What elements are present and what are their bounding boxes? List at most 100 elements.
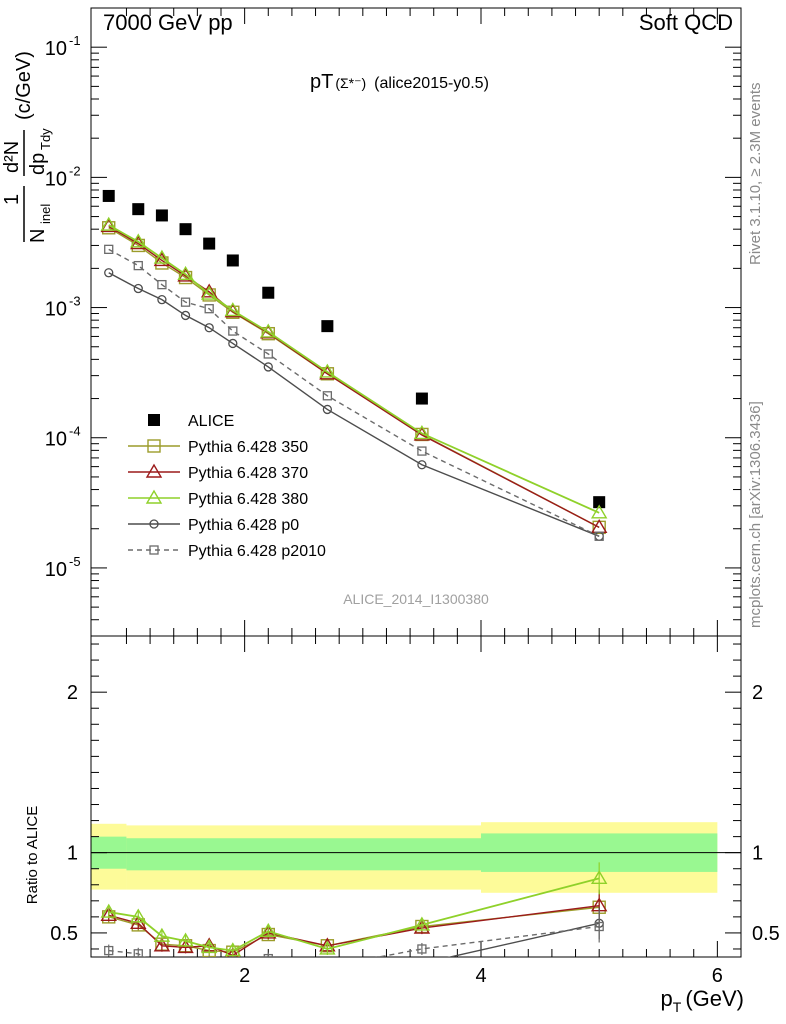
legend-label-alice: ALICE bbox=[188, 413, 234, 430]
data-point-alice bbox=[593, 496, 606, 509]
ratio-point-p0 bbox=[323, 972, 331, 980]
data-point-p2010 bbox=[180, 297, 191, 307]
main-title: pT (Σ*⁻) (alice2015-y0.5) bbox=[310, 71, 489, 93]
data-point-p2010 bbox=[104, 244, 114, 254]
data-point-p2010 bbox=[417, 446, 427, 456]
ratio-point-p2010 bbox=[133, 949, 143, 957]
ratio-point-p2010 bbox=[158, 963, 166, 971]
top-series-group bbox=[100, 189, 608, 541]
header-left: 7000 GeV pp bbox=[103, 10, 233, 35]
ratio-point-p0 bbox=[105, 967, 113, 975]
y-tick-exponent: -2 bbox=[69, 163, 81, 178]
ratio-point-p0 bbox=[134, 969, 142, 977]
data-point-p380 bbox=[260, 323, 277, 338]
bottom-frame bbox=[90, 635, 742, 958]
data-point-p0 bbox=[263, 362, 273, 372]
data-point-alice bbox=[415, 392, 428, 405]
data-point-alice bbox=[179, 223, 192, 236]
data-point-alice bbox=[262, 286, 275, 299]
ratio-point-p380 bbox=[413, 916, 431, 931]
ratio-line-p0 bbox=[447, 922, 600, 957]
ratio-point-p380 bbox=[319, 940, 336, 955]
ratio-point-p380 bbox=[100, 903, 117, 918]
top-frame bbox=[90, 7, 742, 637]
ratio-y-tick-label: 0.5 bbox=[50, 923, 78, 945]
ratio-point-p370 bbox=[413, 919, 431, 934]
legend-marker-p350 bbox=[147, 439, 161, 453]
band-inner bbox=[126, 838, 482, 871]
y-tick-exponent: -5 bbox=[69, 554, 81, 569]
data-point-p0 bbox=[133, 283, 143, 294]
data-point-p2010 bbox=[594, 531, 604, 541]
data-point-p380 bbox=[319, 363, 336, 378]
series-line-p2010 bbox=[108, 248, 600, 537]
ratio-panel: 2 4 6 0.5 0.5 1 1 2 2 bbox=[50, 635, 780, 987]
legend-label-p2010: Pythia 6.428 p2010 bbox=[188, 543, 326, 560]
data-point-alice bbox=[102, 189, 115, 202]
data-point-p370 bbox=[319, 365, 336, 380]
y-tick-exponent: -1 bbox=[69, 33, 81, 48]
ratio-point-p0 bbox=[418, 959, 426, 967]
xlabel: pT (GeV) bbox=[661, 986, 745, 1015]
data-point-p0 bbox=[417, 460, 427, 470]
data-point-p2010 bbox=[263, 349, 273, 359]
y-tick-label: 10 bbox=[45, 38, 67, 60]
x-tick-label: 6 bbox=[712, 965, 723, 987]
data-point-p0 bbox=[104, 268, 114, 278]
data-point-p380 bbox=[153, 249, 171, 264]
ratio-point-p0 bbox=[264, 966, 272, 974]
ratio-point-p2010 bbox=[182, 964, 190, 972]
ratio-point-p380 bbox=[260, 922, 277, 938]
ratio-line-p380 bbox=[108, 877, 600, 952]
ratio-y-tick-label: 2 bbox=[67, 682, 78, 704]
band-group bbox=[91, 822, 741, 893]
data-point-p0 bbox=[228, 338, 238, 349]
data-point-alice bbox=[321, 320, 334, 333]
data-point-alice bbox=[226, 254, 239, 267]
ratio-point-p2010 bbox=[229, 963, 237, 971]
legend-label-p370: Pythia 6.428 370 bbox=[188, 465, 308, 482]
ratio-point-p380 bbox=[153, 927, 171, 942]
ratio-point-p0 bbox=[205, 972, 213, 980]
ratio-point-p380 bbox=[200, 938, 218, 954]
ratio-y-tick-label-right: 2 bbox=[752, 682, 763, 704]
ylabel-inel: inel bbox=[38, 204, 53, 224]
data-point-p0 bbox=[180, 310, 191, 321]
ratio-point-p2010 bbox=[263, 953, 273, 957]
ylabel-d2n: d²N bbox=[1, 141, 23, 173]
data-point-p380 bbox=[590, 504, 608, 519]
data-point-p2010 bbox=[322, 391, 333, 401]
data-point-p0 bbox=[157, 295, 167, 305]
ratio-point-p380 bbox=[130, 908, 147, 923]
data-point-p350 bbox=[261, 326, 275, 341]
ratio-point-p0 bbox=[182, 974, 190, 982]
ylabel-n: N bbox=[27, 229, 49, 243]
ratio-point-p2010 bbox=[417, 944, 427, 954]
series-line-p0 bbox=[108, 272, 600, 537]
data-point-p380 bbox=[100, 216, 117, 231]
legend-label-p380: Pythia 6.428 380 bbox=[188, 491, 308, 508]
legend-label-p0: Pythia 6.428 p0 bbox=[188, 517, 299, 534]
main-title-pt: pT bbox=[310, 71, 333, 93]
watermark: ALICE_2014_I1300380 bbox=[343, 591, 489, 607]
data-point-p2010 bbox=[228, 326, 238, 336]
legend-label-p350: Pythia 6.428 350 bbox=[188, 439, 308, 456]
legend-marker-p2010 bbox=[149, 545, 159, 555]
x-tick-label: 2 bbox=[239, 965, 250, 987]
y-tick-exponent: -4 bbox=[69, 424, 81, 439]
xlabel-p: p bbox=[661, 986, 673, 1011]
ratio-point-p2010 bbox=[323, 963, 331, 971]
legend-marker-p380 bbox=[145, 489, 163, 504]
y-tick-label: 10 bbox=[45, 299, 67, 321]
xlabel-sub: T bbox=[673, 999, 682, 1015]
data-point-p380 bbox=[413, 425, 431, 440]
ratio-point-p380 bbox=[590, 869, 608, 885]
top-ylabel: 1 N inel d²N dp Tdy (c/GeV) bbox=[1, 51, 53, 243]
data-point-p370 bbox=[590, 518, 608, 534]
y-tick-label: 10 bbox=[45, 429, 67, 451]
ratio-y-tick-label: 1 bbox=[67, 843, 78, 865]
top-panel: 10-110-210-310-410-5 bbox=[45, 7, 742, 637]
data-point-p2010 bbox=[157, 279, 167, 290]
ratio-point-p370 bbox=[153, 937, 171, 952]
